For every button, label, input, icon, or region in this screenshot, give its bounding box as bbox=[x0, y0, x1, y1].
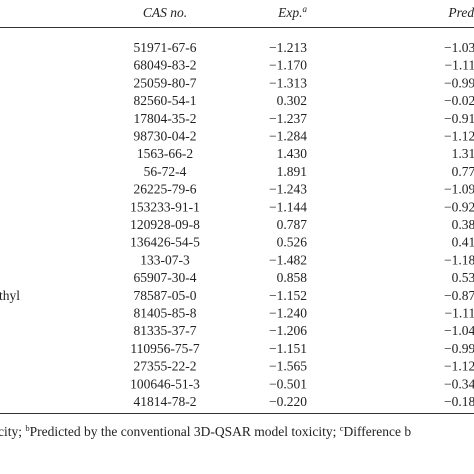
predicted-value: −1.098 bbox=[444, 182, 474, 197]
predicted-value: −0.918 bbox=[444, 111, 474, 126]
experimental-value: −1.313 bbox=[269, 75, 307, 90]
column-header: CAS no. bbox=[143, 5, 187, 20]
predicted-value: 0.418 bbox=[452, 235, 474, 250]
predicted-value: −1.128 bbox=[444, 359, 474, 374]
predicted-value: 0.388 bbox=[452, 217, 474, 232]
experimental-value: −1.240 bbox=[269, 306, 307, 321]
cas-number: 25059-80-7 bbox=[134, 75, 197, 90]
predicted-value: −0.028 bbox=[444, 93, 474, 108]
cas-number: 98730-04-2 bbox=[134, 129, 197, 144]
cas-number: 68049-83-2 bbox=[134, 58, 197, 73]
experimental-value: −1.213 bbox=[269, 40, 307, 55]
experimental-value: −1.237 bbox=[269, 111, 307, 126]
header-text: Pred. bbox=[447, 5, 474, 20]
experimental-value: −1.170 bbox=[269, 58, 307, 73]
experimental-value: −1.565 bbox=[269, 359, 307, 374]
experimental-value: 0.858 bbox=[277, 270, 308, 285]
predicted-value: −1.048 bbox=[444, 323, 474, 338]
experimental-value: 1.430 bbox=[277, 146, 308, 161]
predicted-value: −1.128 bbox=[444, 129, 474, 144]
experimental-value: −1.284 bbox=[269, 129, 307, 144]
experimental-value: −0.220 bbox=[269, 394, 307, 409]
column-header: Pred.b bbox=[447, 4, 474, 20]
experimental-value: −0.501 bbox=[269, 376, 307, 391]
cas-number: 82560-54-1 bbox=[134, 93, 197, 108]
footnote-superscript: b bbox=[25, 423, 29, 433]
cas-number: 1563-66-2 bbox=[137, 146, 193, 161]
predicted-value: −1.118 bbox=[445, 306, 474, 321]
predicted-value: −0.928 bbox=[444, 199, 474, 214]
predicted-value: −1.036 bbox=[444, 40, 474, 55]
predicted-value: −1.188 bbox=[444, 252, 474, 267]
experimental-value: 1.891 bbox=[277, 164, 307, 179]
cas-number: 153233-91-1 bbox=[130, 199, 200, 214]
experimental-value: −1.151 bbox=[269, 341, 307, 356]
cas-number: 120928-09-8 bbox=[130, 217, 200, 232]
experimental-value: −1.482 bbox=[269, 252, 307, 267]
cas-number: 78587-05-0 bbox=[134, 288, 197, 303]
cas-number: 110956-75-7 bbox=[130, 341, 199, 356]
cas-number: 17804-35-2 bbox=[134, 111, 197, 126]
experimental-value: −1.144 bbox=[269, 199, 307, 214]
cas-number: 136426-54-5 bbox=[130, 235, 200, 250]
predicted-value: 1.318 bbox=[452, 146, 474, 161]
header-text: Exp. bbox=[277, 5, 302, 20]
experimental-value: 0.302 bbox=[277, 93, 307, 108]
predicted-value: −0.348 bbox=[444, 376, 474, 391]
predicted-value: −0.188 bbox=[444, 394, 474, 409]
cas-number: 81405-85-8 bbox=[134, 306, 197, 321]
cas-number: 133-07-3 bbox=[140, 252, 190, 267]
predicted-value: −0.998 bbox=[444, 341, 474, 356]
footnote-text: city; bbox=[0, 424, 25, 439]
cas-number: 100646-51-3 bbox=[130, 376, 200, 391]
experimental-value: −1.152 bbox=[269, 288, 307, 303]
experimental-value: 0.787 bbox=[277, 217, 308, 232]
header-text: CAS no. bbox=[143, 5, 187, 20]
column-header: Exp.a bbox=[277, 4, 307, 20]
cas-number: 41814-78-2 bbox=[134, 394, 197, 409]
experimental-value: 0.526 bbox=[277, 235, 308, 250]
footnote-text: Difference b bbox=[343, 424, 411, 439]
predicted-value: −0.878 bbox=[444, 288, 474, 303]
predicted-value: 0.538 bbox=[452, 270, 474, 285]
compound-name: thyl bbox=[0, 288, 20, 303]
predicted-value: 0.778 bbox=[452, 164, 474, 179]
footnote-superscript: c bbox=[340, 423, 344, 433]
cas-number: 65907-30-4 bbox=[134, 270, 197, 285]
predicted-value: −0.998 bbox=[444, 75, 474, 90]
cas-number: 27355-22-2 bbox=[134, 359, 197, 374]
footnote-text: Predicted by the conventional 3D-QSAR mo… bbox=[30, 424, 340, 439]
footnote: city; bPredicted by the conventional 3D-… bbox=[0, 423, 411, 439]
predicted-value: −1.118 bbox=[445, 58, 474, 73]
header-superscript: a bbox=[303, 4, 308, 14]
cas-number: 51971-67-6 bbox=[134, 40, 197, 55]
cas-number: 81335-37-7 bbox=[134, 323, 197, 338]
cas-number: 26225-79-6 bbox=[134, 182, 197, 197]
cas-number: 56-72-4 bbox=[144, 164, 187, 179]
experimental-value: −1.243 bbox=[269, 182, 307, 197]
experimental-value: −1.206 bbox=[269, 323, 307, 338]
